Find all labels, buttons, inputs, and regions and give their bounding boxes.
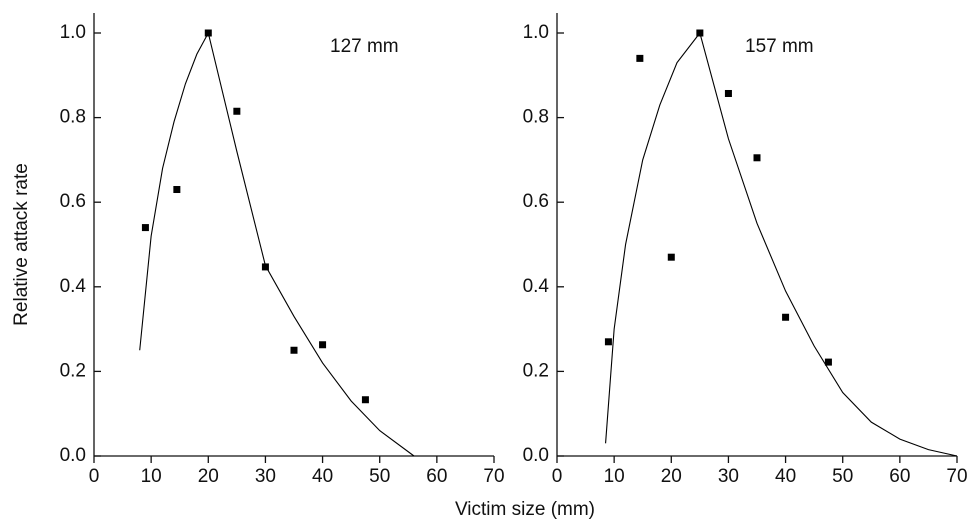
data-point bbox=[290, 346, 298, 354]
y-tick-label: 0.4 bbox=[523, 276, 550, 297]
data-point bbox=[753, 154, 761, 162]
data-point bbox=[361, 396, 369, 404]
x-tick-label: 70 bbox=[946, 466, 967, 487]
x-tick-label: 40 bbox=[775, 466, 796, 487]
x-tick-label: 30 bbox=[718, 466, 739, 487]
data-point bbox=[782, 313, 790, 321]
x-tick-label: 0 bbox=[552, 466, 563, 487]
data-point bbox=[667, 253, 675, 261]
data-point bbox=[233, 107, 241, 115]
y-tick-label: 0.8 bbox=[60, 107, 86, 128]
y-axis-label: Relative attack rate bbox=[11, 163, 32, 326]
data-point bbox=[604, 338, 612, 346]
y-tick-label: 0.8 bbox=[523, 107, 549, 128]
x-tick-label: 20 bbox=[198, 466, 219, 487]
data-point bbox=[141, 224, 149, 232]
data-point bbox=[724, 89, 732, 97]
annotation: 157 mm bbox=[745, 36, 814, 57]
y-tick-label: 0.6 bbox=[523, 191, 549, 212]
x-tick-label: 60 bbox=[889, 466, 910, 487]
x-tick-label: 40 bbox=[312, 466, 333, 487]
data-point bbox=[824, 358, 832, 366]
y-tick-label: 1.0 bbox=[60, 22, 86, 43]
x-tick-label: 20 bbox=[661, 466, 682, 487]
data-point bbox=[636, 54, 644, 62]
y-tick-label: 1.0 bbox=[523, 22, 549, 43]
y-tick-label: 0.2 bbox=[60, 360, 86, 381]
x-tick-label: 60 bbox=[426, 466, 447, 487]
y-tick-label: 0.4 bbox=[60, 276, 87, 297]
x-tick-label: 50 bbox=[369, 466, 390, 487]
x-tick-label: 70 bbox=[483, 466, 504, 487]
x-tick-label: 10 bbox=[604, 466, 625, 487]
fit-curve bbox=[605, 31, 958, 457]
y-tick-label: 0.6 bbox=[60, 191, 86, 212]
x-tick-label: 30 bbox=[255, 466, 276, 487]
annotation: 127 mm bbox=[330, 36, 399, 57]
y-tick-label: 0.2 bbox=[523, 360, 549, 381]
data-point bbox=[319, 341, 327, 349]
data-point bbox=[173, 186, 181, 194]
x-axis-label: Victim size (mm) bbox=[455, 499, 595, 520]
y-tick-label: 0.0 bbox=[523, 445, 549, 466]
x-tick-label: 0 bbox=[89, 466, 100, 487]
x-tick-label: 10 bbox=[141, 466, 162, 487]
x-tick-label: 50 bbox=[832, 466, 853, 487]
fit-curve bbox=[139, 31, 415, 457]
y-tick-label: 0.0 bbox=[60, 445, 86, 466]
data-point bbox=[261, 263, 269, 271]
